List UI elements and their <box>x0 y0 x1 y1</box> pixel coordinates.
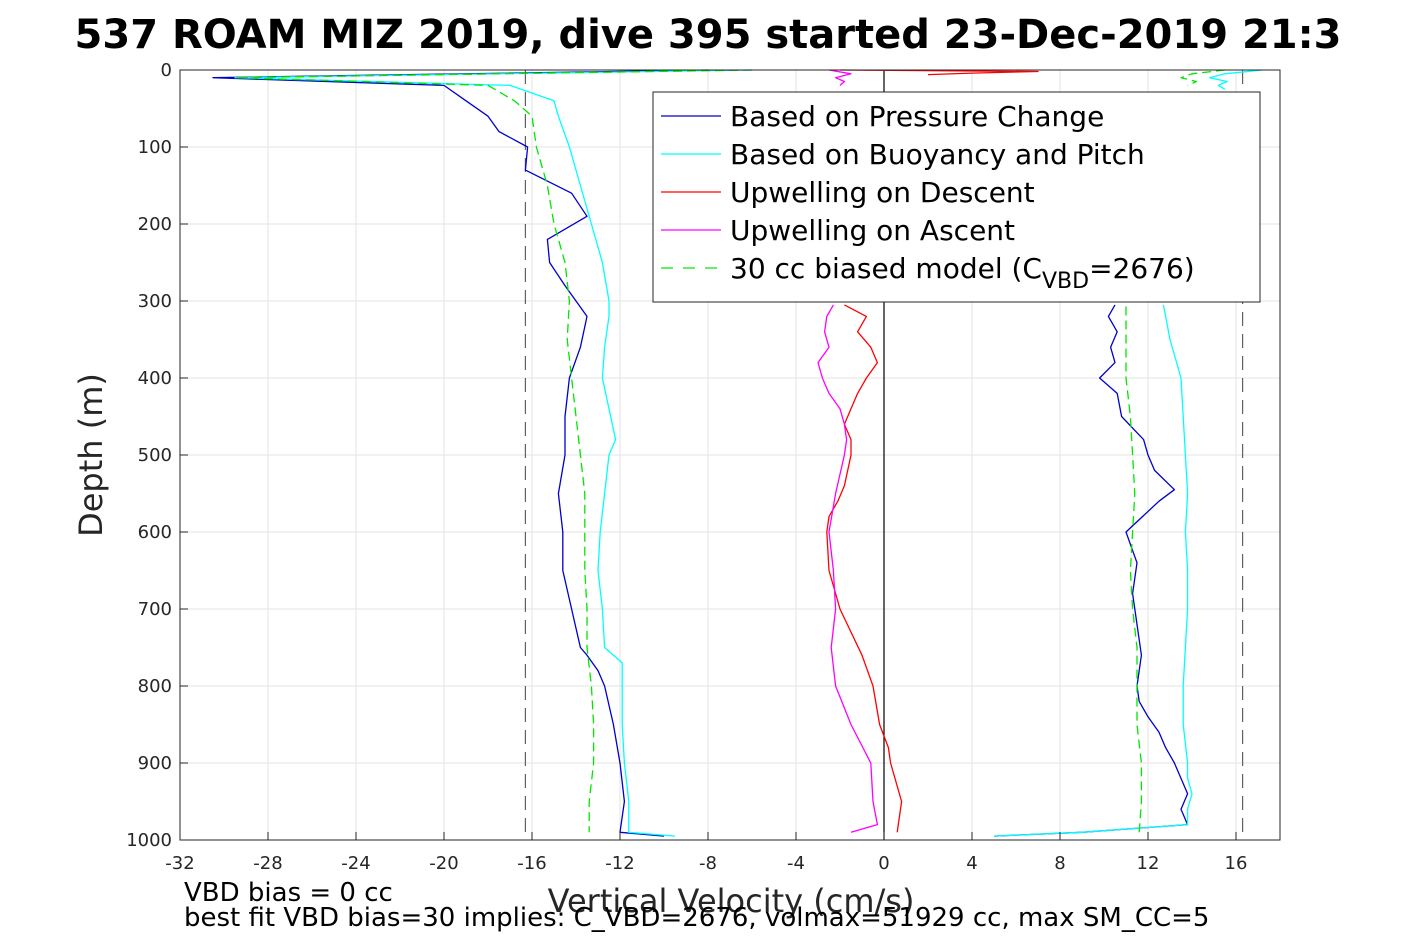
series-line-ascent <box>993 304 1193 837</box>
legend-label-part: =2676) <box>1089 252 1195 285</box>
ticks: -32 -28 -24 -20 -16 -12 -8 -4 0 4 8 12 16 0 100 200 300 4… <box>126 60 1247 874</box>
series-line-descent <box>234 69 753 837</box>
x-tick-label: -24 <box>341 853 370 874</box>
series-line-ascent <box>993 304 1189 837</box>
legend-box <box>652 91 1261 303</box>
series-line-surface <box>1180 69 1226 86</box>
series-5 <box>234 69 1226 833</box>
legend-label: Upwelling on Ascent <box>730 214 1015 247</box>
y-tick-label: 600 <box>138 522 172 543</box>
y-tick-label: 500 <box>138 445 172 466</box>
legend-label: Based on Buoyancy and Pitch <box>730 138 1145 171</box>
x-tick-label: -16 <box>517 853 546 874</box>
x-tick-label: -20 <box>429 853 458 874</box>
legend-label: 30 cc biased model (CVBD=2676) <box>730 252 1195 294</box>
series-group <box>212 69 1263 837</box>
legend-label-subscript: VBD <box>1042 269 1089 294</box>
series-line-surface <box>1208 69 1263 90</box>
y-tick-label: 100 <box>138 137 172 158</box>
y-tick-label: 800 <box>138 676 172 697</box>
series-line-descent <box>234 69 753 833</box>
x-tick-label: 0 <box>878 853 889 874</box>
legend-label-part: 30 cc biased model (C <box>730 252 1042 285</box>
y-tick-label: 0 <box>161 60 172 81</box>
x-tick-label: 4 <box>966 853 977 874</box>
series-line-profile <box>826 304 903 833</box>
series-line-descent <box>212 69 709 837</box>
x-tick-label: -12 <box>605 853 634 874</box>
legend-label: Based on Pressure Change <box>730 100 1104 133</box>
series-line-surface <box>828 69 852 86</box>
chart-title: 537 ROAM MIZ 2019, dive 395 started 23-D… <box>75 12 1342 58</box>
y-tick-label: 900 <box>138 753 172 774</box>
series-line-ascent <box>1125 304 1143 833</box>
series-line-surface <box>839 69 1039 76</box>
x-tick-label: -32 <box>165 853 194 874</box>
x-tick-label: 16 <box>1225 853 1248 874</box>
y-axis-label: Depth (m) <box>72 373 110 537</box>
x-tick-label: 12 <box>1137 853 1160 874</box>
footer-bias-text: VBD bias = 0 cc <box>184 878 393 908</box>
legend: Based on Pressure Change Based on Buoyanc… <box>652 91 1261 303</box>
x-tick-label: 8 <box>1054 853 1065 874</box>
y-tick-label: 700 <box>138 599 172 620</box>
y-tick-label: 400 <box>138 368 172 389</box>
x-tick-label: -28 <box>253 853 282 874</box>
series-2 <box>234 69 1263 837</box>
series-line-profile <box>817 304 879 833</box>
y-tick-label: 200 <box>138 214 172 235</box>
footer-fit-text: best fit VBD bias=30 implies: C_VBD=2676… <box>184 903 1210 933</box>
x-tick-label: -4 <box>787 853 805 874</box>
series-1 <box>212 69 1189 837</box>
y-tick-label: 1000 <box>126 830 172 851</box>
legend-label: Upwelling on Descent <box>730 176 1035 209</box>
y-tick-label: 300 <box>138 291 172 312</box>
x-tick-label: -8 <box>699 853 717 874</box>
series-4 <box>817 69 879 833</box>
x-axis-label: Vertical Velocity (cm/s) <box>548 882 915 920</box>
